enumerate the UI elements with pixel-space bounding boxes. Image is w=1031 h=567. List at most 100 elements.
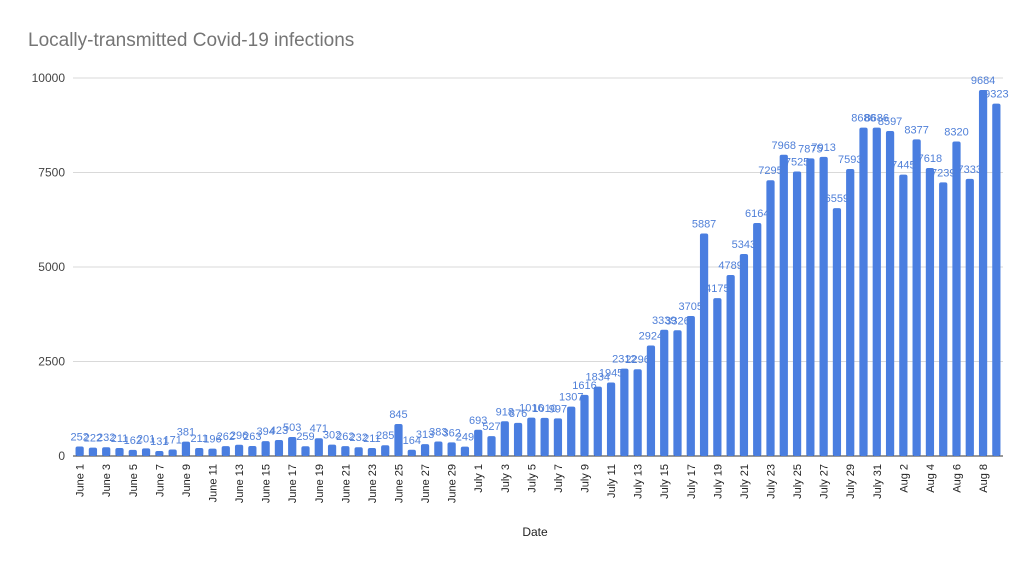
bar	[620, 368, 629, 456]
bar	[407, 449, 416, 456]
data-label: 8686	[851, 113, 875, 125]
data-label: 7618	[918, 153, 942, 165]
bar	[381, 445, 390, 456]
bar	[580, 394, 589, 456]
bar	[195, 448, 204, 456]
bar	[939, 182, 948, 457]
x-tick-label: June 11	[208, 464, 220, 502]
x-tick-label: July 17	[686, 464, 698, 499]
y-tick-label: 5000	[38, 260, 65, 274]
data-label: 1307	[559, 392, 583, 404]
bar	[248, 446, 257, 456]
bar	[686, 315, 695, 456]
bar	[885, 131, 895, 457]
x-tick-label: June 17	[287, 464, 299, 503]
data-label: 1010	[532, 403, 556, 415]
data-label: 162	[124, 435, 142, 447]
bar	[965, 178, 974, 456]
data-label: 845	[389, 409, 407, 421]
x-tick-label: Aug 6	[952, 464, 964, 493]
bar	[274, 440, 284, 456]
y-tick-label: 10000	[32, 71, 66, 85]
chart-title: Locally-transmitted Covid-19 infections	[28, 30, 355, 51]
bar	[341, 446, 350, 456]
data-label: 1616	[572, 380, 596, 392]
data-label: 296	[230, 430, 248, 442]
x-tick-label: July 9	[580, 464, 592, 493]
bar	[434, 441, 443, 456]
bar	[88, 447, 98, 456]
data-label: 5343	[732, 239, 756, 251]
data-label: 2312	[612, 354, 636, 366]
bar	[673, 330, 682, 456]
x-tick-label: Aug 4	[925, 464, 937, 493]
x-tick-label: June 7	[154, 464, 166, 497]
data-label: 7239	[931, 167, 955, 179]
x-tick-label: July 13	[633, 464, 645, 499]
x-tick-label: June 23	[367, 464, 379, 503]
x-tick-label: June 21	[340, 464, 352, 503]
bar	[261, 441, 270, 456]
x-tick-label: June 29	[447, 464, 459, 503]
bar	[859, 127, 868, 457]
bar	[527, 417, 536, 456]
bar	[314, 438, 323, 456]
data-label: 8320	[944, 127, 968, 139]
x-tick-label: July 1	[473, 464, 485, 493]
data-label: 171	[163, 435, 181, 447]
data-label: 196	[203, 434, 221, 446]
bar	[713, 298, 722, 456]
bar	[367, 448, 377, 456]
bar	[500, 421, 509, 456]
y-tick-label: 2500	[38, 355, 65, 369]
data-label: 7525	[785, 157, 809, 169]
x-tick-label: July 15	[659, 464, 671, 499]
x-tick-label: Aug 2	[898, 464, 910, 493]
data-label: 285	[376, 430, 394, 442]
data-label: 471	[310, 423, 328, 435]
y-axis-ticks: 0 2500 5000 7500 10000	[32, 71, 66, 463]
bar	[168, 449, 177, 456]
bar	[181, 441, 191, 456]
x-tick-label: June 5	[128, 464, 140, 497]
data-label: 4789	[718, 260, 742, 272]
data-label: 2296	[625, 354, 649, 366]
bar	[553, 418, 563, 456]
bar	[925, 168, 935, 456]
bar	[221, 446, 230, 456]
data-label: 262	[217, 431, 235, 443]
y-tick-label: 7500	[38, 166, 65, 180]
data-label: 3339	[652, 315, 676, 327]
bar	[593, 386, 602, 456]
bar	[487, 436, 496, 456]
x-tick-label: June 19	[314, 464, 326, 503]
bar	[141, 448, 151, 456]
x-tick-label: July 3	[500, 464, 512, 493]
y-tick-label: 0	[58, 449, 65, 463]
data-label: 362	[442, 427, 460, 439]
data-label: 7295	[758, 165, 782, 177]
bar	[288, 436, 297, 456]
x-tick-label: Aug 8	[978, 464, 990, 493]
x-tick-label: July 23	[766, 464, 778, 499]
data-label: 2924	[639, 330, 663, 342]
bars	[75, 89, 1001, 457]
data-label: 4175	[705, 283, 729, 295]
bar	[208, 448, 217, 456]
data-label: 7913	[811, 142, 835, 154]
bar	[420, 444, 430, 456]
bar	[872, 127, 881, 457]
bar	[115, 448, 124, 456]
bar	[739, 254, 749, 456]
bar	[567, 406, 576, 456]
data-label: 876	[509, 408, 527, 420]
bar	[301, 446, 310, 456]
bar	[474, 429, 483, 456]
bar	[753, 223, 762, 456]
x-tick-label: July 27	[819, 464, 831, 499]
x-tick-label: July 5	[526, 464, 538, 493]
data-label: 8597	[878, 116, 902, 128]
data-label: 527	[482, 421, 500, 433]
data-label: 383	[429, 427, 447, 439]
x-tick-label: June 13	[234, 464, 246, 503]
